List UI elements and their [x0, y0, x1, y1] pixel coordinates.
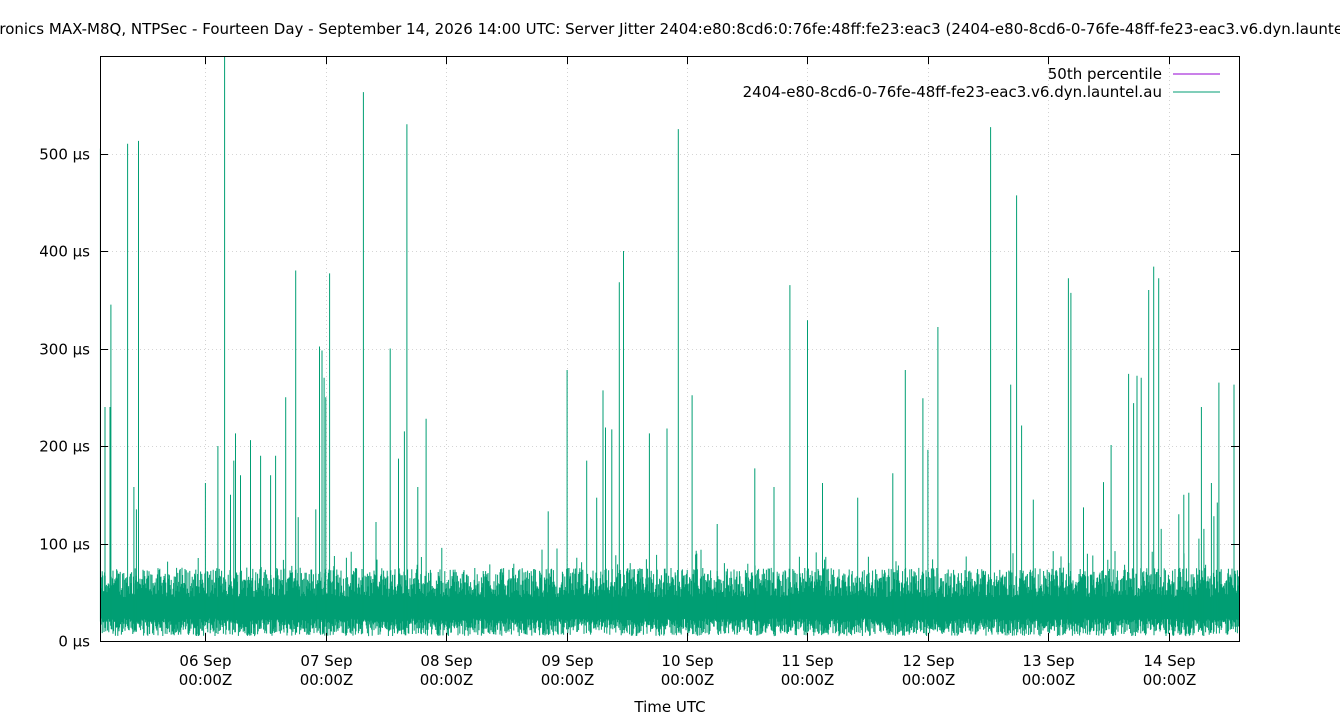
legend: 50th percentile2404-e80-8cd6-0-76fe-48ff… — [743, 65, 1220, 101]
x-axis-label: Time UTC — [633, 698, 705, 716]
chart-title: Uputronics MAX-M8Q, NTPSec - Fourteen Da… — [0, 20, 1340, 38]
y-tick-label: 400 µs — [39, 243, 90, 261]
x-tick-label-date: 06 Sep — [179, 652, 231, 670]
plot-area — [99, 56, 1240, 637]
x-tick-label-date: 13 Sep — [1022, 652, 1074, 670]
x-tick-label-time: 00:00Z — [420, 671, 474, 689]
x-tick-label-time: 00:00Z — [902, 671, 956, 689]
x-tick-label-date: 08 Sep — [420, 652, 472, 670]
x-tick-label-time: 00:00Z — [1143, 671, 1197, 689]
x-tick-label-time: 00:00Z — [661, 671, 715, 689]
y-tick-label: 300 µs — [39, 341, 90, 359]
x-tick-label-date: 09 Sep — [541, 652, 593, 670]
y-tick-label: 0 µs — [58, 633, 90, 651]
x-tick-label-date: 12 Sep — [902, 652, 954, 670]
x-tick-label-time: 00:00Z — [1022, 671, 1076, 689]
x-tick-label-date: 10 Sep — [661, 652, 713, 670]
x-tick-label-time: 00:00Z — [541, 671, 595, 689]
y-tick-label: 100 µs — [39, 536, 90, 554]
legend-label: 2404-e80-8cd6-0-76fe-48ff-fe23-eac3.v6.d… — [743, 83, 1162, 101]
y-axis: 0 µs 100 µs 200 µs 300 µs 400 µs 500 µs — [39, 146, 1239, 651]
plot-frame — [100, 56, 1240, 642]
x-tick-label-date: 07 Sep — [300, 652, 352, 670]
x-tick-label-time: 00:00Z — [781, 671, 835, 689]
x-tick-label-time: 00:00Z — [300, 671, 354, 689]
y-tick-label: 200 µs — [39, 438, 90, 456]
x-tick-label-date: 11 Sep — [781, 652, 833, 670]
x-tick-label-date: 14 Sep — [1143, 652, 1195, 670]
y-tick-label: 500 µs — [39, 146, 90, 164]
x-tick-label-time: 00:00Z — [179, 671, 233, 689]
legend-label: 50th percentile — [1048, 65, 1162, 83]
